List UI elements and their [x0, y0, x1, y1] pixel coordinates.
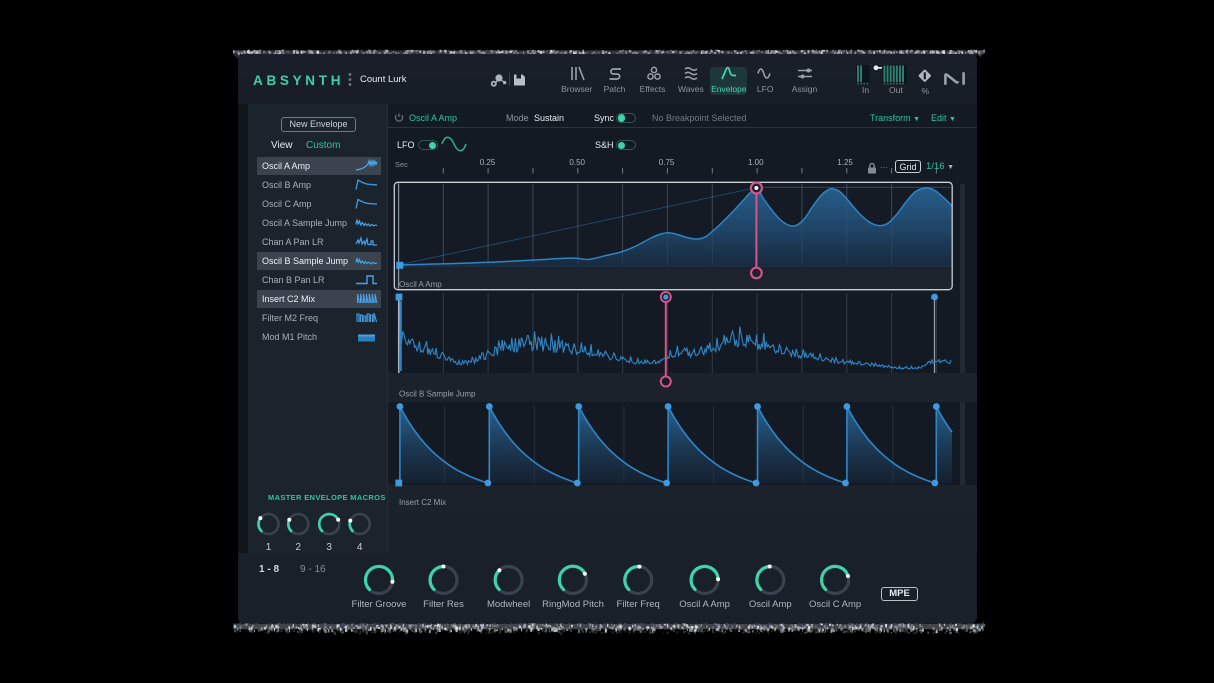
svg-text:Oscil A Amp: Oscil A Amp — [399, 280, 442, 289]
svg-text:In: In — [862, 85, 869, 95]
svg-text:%: % — [922, 86, 930, 95]
svg-text:Out: Out — [889, 85, 903, 95]
svg-text:Oscil B Sample Jump: Oscil B Sample Jump — [399, 390, 476, 399]
svg-text:Insert C2 Mix: Insert C2 Mix — [399, 498, 446, 507]
